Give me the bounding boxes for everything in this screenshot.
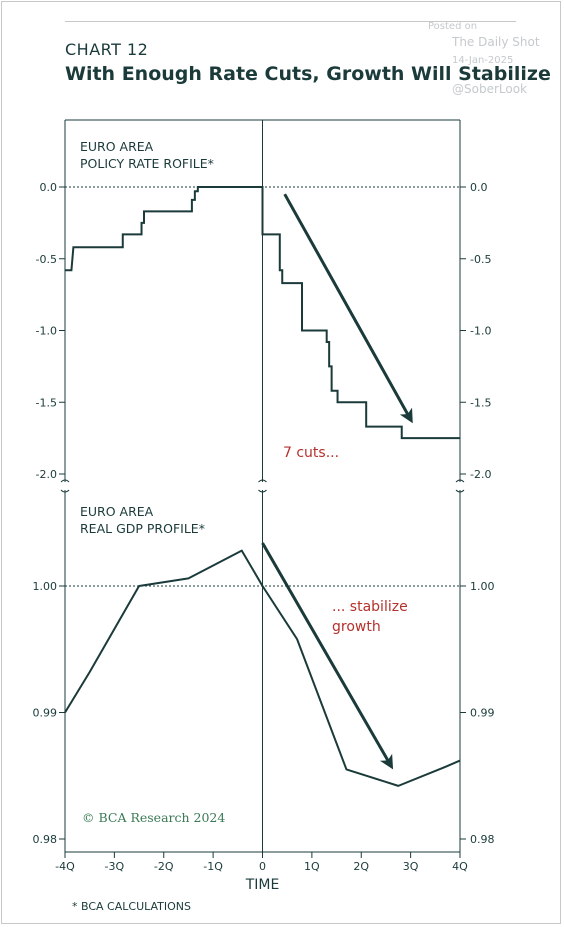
panel2-label-line2: REAL GDP PROFILE* [80, 521, 205, 536]
x-tick-label-7: 3Q [403, 860, 419, 873]
panel2-right-tick-label-0: 0.98 [470, 833, 495, 846]
panel2-gdp-line [64, 549, 461, 787]
x-axis-label: TIME [245, 877, 280, 893]
panel2-left-tick-label-0: 0.98 [33, 833, 58, 846]
panel2-right-tick-label-2: 1.00 [470, 580, 495, 593]
x-tick-label-4: 0 [259, 860, 266, 873]
panel1-right-tick-label-1: -0.5 [470, 253, 491, 266]
panel1-trend-arrow [283, 193, 413, 424]
credit-text: © BCA Research 2024 [82, 810, 225, 825]
axis-break-bottom-0 [60, 489, 70, 493]
panel1-left-tick-label-2: -1.0 [36, 325, 57, 338]
x-tick-label-0: -4Q [55, 860, 75, 873]
panel1-right-tick-label-2: -1.0 [470, 325, 491, 338]
top-rule [65, 21, 516, 22]
panel2-annotation-line2: growth [332, 619, 381, 635]
panel1-label-line1: EURO AREA [80, 139, 154, 154]
panel1-policy-rate-line [65, 186, 460, 440]
x-tick-label-2: -2Q [154, 860, 174, 873]
panel1-annotation: 7 cuts... [283, 445, 339, 461]
panel2-right-tick-label-1: 0.99 [470, 707, 495, 720]
panel1-right-tick-label-3: -1.5 [470, 396, 491, 409]
center-break-bottom [258, 489, 267, 493]
panel1-left-tick-label-3: -1.5 [36, 396, 57, 409]
footnote: * BCA CALCULATIONS [72, 900, 192, 913]
chart-number: CHART 12 [65, 40, 149, 59]
panel2-label-line1: EURO AREA [80, 504, 154, 519]
panel2-left-tick-label-2: 1.00 [33, 580, 58, 593]
panel1-left-tick-label-4: -2.0 [36, 468, 57, 481]
x-tick-label-3: -1Q [203, 860, 223, 873]
watermark-date: 14-Jan-2025 [452, 55, 514, 66]
axis-break-bottom-1 [455, 489, 465, 493]
center-break-top [258, 479, 267, 483]
watermark-posted-on: Posted on [428, 21, 478, 32]
x-tick-label-6: 2Q [353, 860, 369, 873]
x-tick-label-8: 4Q [452, 860, 468, 873]
panel1-right-tick-label-4: -2.0 [470, 468, 491, 481]
watermark-source: The Daily Shot [452, 35, 540, 49]
watermark-handle: @SoberLook [452, 82, 527, 96]
panel1-label-line2: POLICY RATE ROFILE* [80, 156, 214, 171]
panel2-trend-arrow [261, 542, 394, 770]
chart-title: With Enough Rate Cuts, Growth Will Stabi… [65, 63, 551, 85]
axis-break-top-0 [60, 479, 70, 483]
panel2-annotation-line1: ... stabilize [332, 599, 408, 615]
x-tick-label-1: -3Q [105, 860, 125, 873]
panel1-left-tick-label-1: -0.5 [36, 253, 57, 266]
panel1-right-tick-label-0: 0.0 [470, 181, 488, 194]
axis-break-top-1 [455, 479, 465, 483]
panel2-left-tick-label-1: 0.99 [33, 707, 58, 720]
panel1-left-tick-label-0: 0.0 [40, 181, 58, 194]
x-tick-label-5: 1Q [304, 860, 320, 873]
